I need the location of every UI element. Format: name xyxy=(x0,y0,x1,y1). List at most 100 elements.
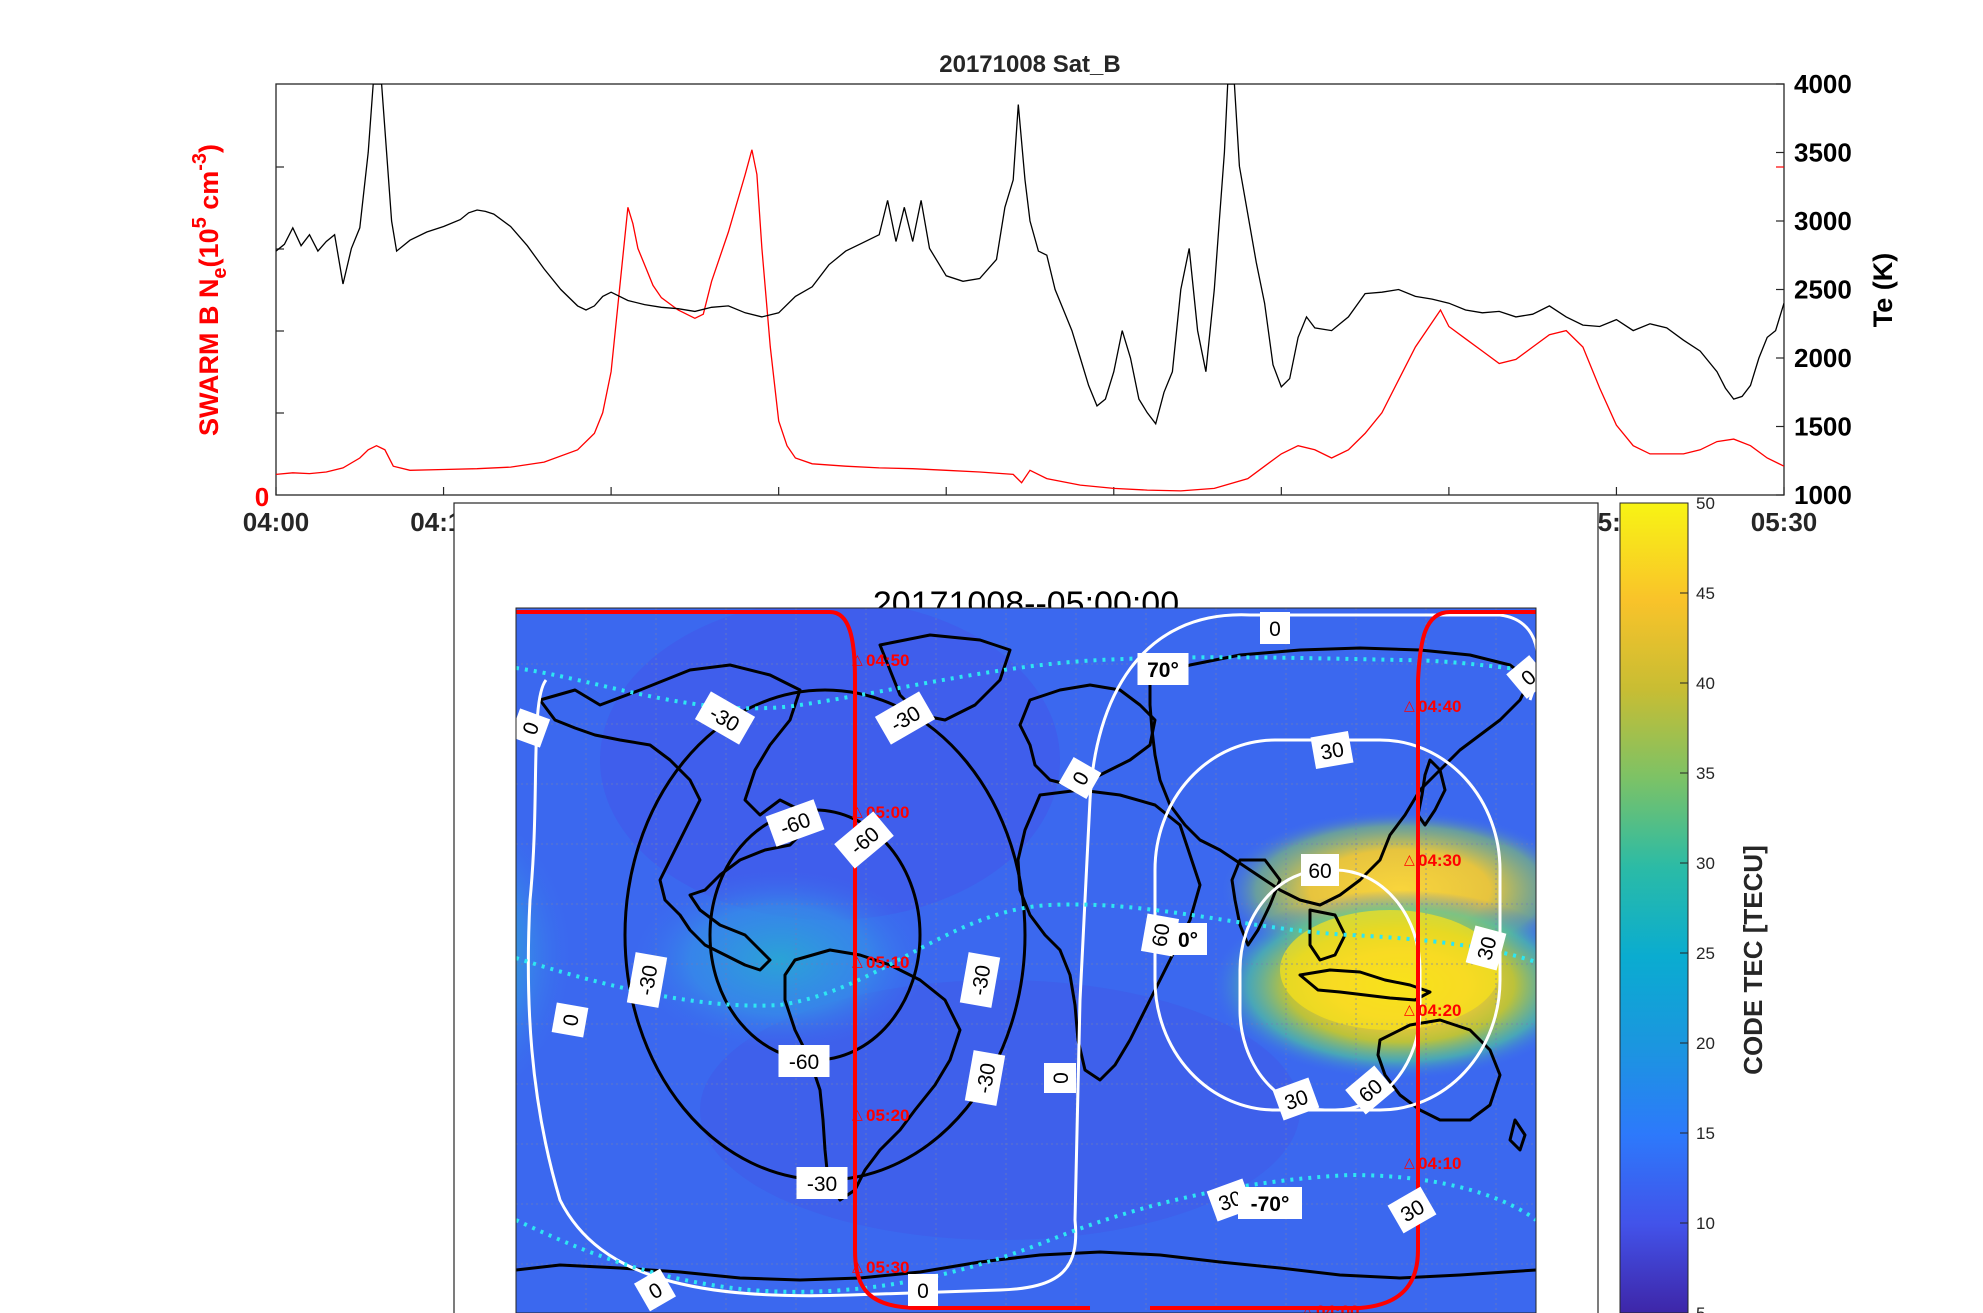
coastline-indonesia xyxy=(1298,968,1432,1002)
contour-label-white: 0 xyxy=(1260,612,1290,644)
track-marker: △ xyxy=(1404,1154,1415,1170)
colorbar-tick-label: 25 xyxy=(1696,944,1715,963)
contour-label-white: 0 xyxy=(908,1274,938,1306)
te-axis-label: Te (K) xyxy=(1868,253,1898,328)
colorbar-ticks: 5 10 15 20 25 30 35 40 45 50 xyxy=(1680,494,1715,1313)
contour-label-white-text: 0 xyxy=(1050,1072,1073,1084)
colorbar-tick-label: 40 xyxy=(1696,674,1715,693)
contour-label-white-box xyxy=(1506,655,1536,699)
track-marker: △ xyxy=(852,953,863,969)
track-time-labels: △ 04:50△ 05:00△ 05:10△ 05:20△ 05:30△ 04:40△ 04:… xyxy=(852,651,1461,1313)
contour-label-white: 30 xyxy=(1272,1077,1320,1121)
colorbar-label: CODE TEC [TECU] xyxy=(1738,845,1768,1075)
colorbar-tick-label: 30 xyxy=(1696,854,1715,873)
contour-label-black-box xyxy=(796,1167,848,1199)
ne-axis: 0 xyxy=(255,166,1784,512)
contour-label-white-box xyxy=(1272,1077,1320,1121)
contour-label-white: 0 xyxy=(1506,655,1536,699)
coastline-australia xyxy=(1376,1018,1502,1122)
contour-label-white: 0 xyxy=(1058,757,1102,799)
te-axis: 1000 1500 2000 2500 3000 3500 4000 xyxy=(1776,69,1852,510)
tec-low-region xyxy=(600,608,1060,920)
contour-label-black-box xyxy=(694,691,756,745)
magnetic-latitude-label-box xyxy=(1169,923,1207,955)
track-marker: △ xyxy=(1404,1001,1415,1017)
te-tick-label: 4000 xyxy=(1794,69,1852,99)
magnetic-latitude-label: 0° xyxy=(1169,923,1207,955)
contour-label-black-text: -30 xyxy=(968,963,996,997)
contour-0 xyxy=(526,613,1536,1298)
contour-label-white-text: 60 xyxy=(1308,860,1331,883)
contour-label-white: 0 xyxy=(634,1268,676,1312)
te-series-line xyxy=(276,84,1784,426)
mlat-70-line xyxy=(516,655,1536,711)
contour-label-white-text: 0 xyxy=(1269,618,1281,641)
contour-label-white-box xyxy=(964,1050,1006,1106)
contour-label-black-box xyxy=(765,799,825,847)
te-tick-label: 2500 xyxy=(1794,275,1852,305)
track-marker: △ xyxy=(1302,1302,1313,1313)
contour-label-white: 30 xyxy=(1465,925,1507,971)
time-tick-label: 04:00 xyxy=(243,507,310,537)
tec-peak xyxy=(1280,910,1500,1030)
colorbar-tick-label: 50 xyxy=(1696,494,1715,513)
track-time-label: 04:40 xyxy=(1418,697,1461,716)
magnetic-latitude-lines xyxy=(516,655,1536,1294)
coastline-antarctica xyxy=(516,1250,1536,1282)
contour-label-white-text: 0 xyxy=(559,1013,584,1029)
te-tick-label: 1500 xyxy=(1794,412,1852,442)
colorbar-tick-label: 35 xyxy=(1696,764,1715,783)
tec-west-edge-region xyxy=(516,835,640,1075)
contour-label-white-box xyxy=(551,1002,589,1038)
colorbar-tick-label: 5 xyxy=(1696,1304,1705,1313)
ne-series-line xyxy=(276,149,1784,492)
contour-label-white: 0 xyxy=(516,708,551,748)
contour-label-white: 0 xyxy=(1044,1063,1076,1093)
ne-zero-tick-label: 0 xyxy=(255,482,269,512)
contour-label-white: 60 xyxy=(1301,854,1339,886)
track-time-label: 04:30 xyxy=(1418,851,1461,870)
magnetic-latitude-label-box xyxy=(1238,1187,1302,1219)
contour-label-white-box xyxy=(1044,1063,1076,1093)
track-marker: △ xyxy=(852,651,863,667)
contour-label-black-text: -60 xyxy=(789,1051,819,1074)
tec-low-region xyxy=(700,980,1300,1240)
colorbar-tick-label: 45 xyxy=(1696,584,1715,603)
satellite-track-b-descending xyxy=(516,610,1090,1310)
contour-label-black: -30 xyxy=(796,1167,848,1199)
magnetic-latitude-label: 70° xyxy=(1137,653,1189,685)
contour-label-white: -30 xyxy=(964,1050,1006,1106)
contour-label-black: -60 xyxy=(778,1045,830,1077)
track-time-label: 05:30 xyxy=(866,1258,909,1277)
mlat-0-line xyxy=(516,902,1536,1008)
contour-label-white-text: -30 xyxy=(973,1061,1001,1095)
contour-label-white-box xyxy=(1301,854,1339,886)
track-time-label: 04:10 xyxy=(1418,1154,1461,1173)
map-frame xyxy=(515,607,1537,1313)
colorbar-tick-label: 15 xyxy=(1696,1124,1715,1143)
tec-map-panel: 20171008--05:00:00 xyxy=(453,494,1768,1313)
magnetic-latitude-label-text: 0° xyxy=(1178,929,1198,952)
coastline-new-zealand xyxy=(1508,1118,1527,1152)
track-marker: △ xyxy=(852,1106,863,1122)
contour-label-white-box xyxy=(516,708,551,748)
te-tick-label: 2000 xyxy=(1794,343,1852,373)
track-marker: △ xyxy=(1404,851,1415,867)
contour-label-white: 0 xyxy=(551,1002,589,1038)
magnetic-latitude-label-box xyxy=(1137,653,1189,685)
time-tick-label: 05:30 xyxy=(1751,507,1818,537)
coastline-se-asia xyxy=(1308,908,1347,962)
contour-label-white-box xyxy=(1058,757,1102,799)
contour-label-white-box xyxy=(626,952,668,1008)
contour-label-white-box xyxy=(1310,730,1354,770)
track-marker: △ xyxy=(852,803,863,819)
contour-label-white-text: 0 xyxy=(917,1280,929,1303)
coastline-india xyxy=(1230,858,1282,947)
time-series-panel: 20171008 Sat_B 04:0004:1004:2004:3004:40… xyxy=(189,51,1898,537)
magnetic-latitude-label-text: -70° xyxy=(1251,1193,1290,1216)
track-time-label: 04:00 xyxy=(1316,1302,1359,1313)
contour-label-white-box xyxy=(1260,612,1290,644)
track-time-label: 04:50 xyxy=(866,651,909,670)
